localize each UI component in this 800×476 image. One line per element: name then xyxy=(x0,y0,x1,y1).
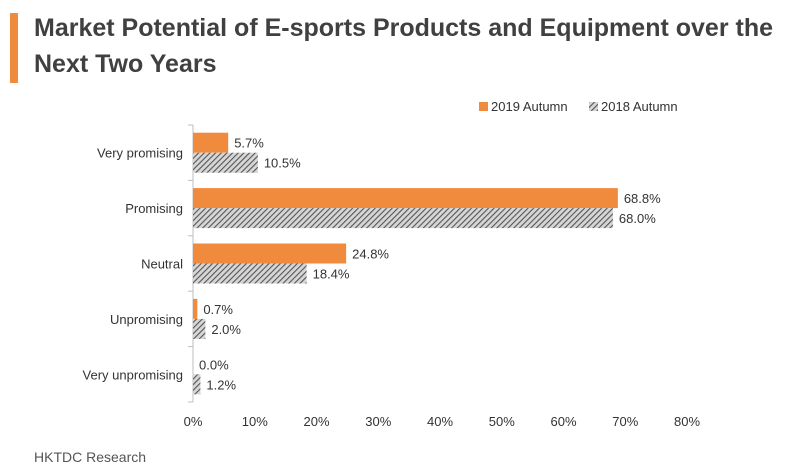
data-label: 24.8% xyxy=(352,247,389,262)
legend-label: 2019 Autumn xyxy=(491,99,568,114)
legend-swatch xyxy=(479,102,488,111)
chart-title: Market Potential of E-sports Products an… xyxy=(34,14,773,78)
x-tick-label: 0% xyxy=(184,414,203,429)
category-label: Promising xyxy=(125,201,183,216)
x-tick-label: 10% xyxy=(242,414,268,429)
bar-series-1 xyxy=(193,298,198,319)
data-label: 0.7% xyxy=(203,302,233,317)
bar-series-2 xyxy=(193,318,206,339)
x-tick-label: 70% xyxy=(612,414,638,429)
bar-series-1 xyxy=(193,132,229,153)
data-label: 5.7% xyxy=(234,136,264,151)
category-label: Very promising xyxy=(97,146,183,161)
x-tick-label: 40% xyxy=(427,414,453,429)
title-accent-bar xyxy=(10,13,18,83)
legend-label: 2018 Autumn xyxy=(601,99,678,114)
legend-swatch xyxy=(589,102,598,111)
bar-series-1 xyxy=(193,243,347,264)
data-label: 0.0% xyxy=(199,357,229,372)
x-tick-label: 80% xyxy=(674,414,700,429)
category-label: Very unpromising xyxy=(83,367,183,382)
data-label: 1.2% xyxy=(206,377,236,392)
bar-series-2 xyxy=(193,208,613,229)
bar-series-2 xyxy=(193,152,258,173)
plot-area: Very promising 5.7%10.5% Promising 68.8% 68.… xyxy=(83,124,700,429)
x-tick-label: 20% xyxy=(303,414,329,429)
bar-series-2 xyxy=(193,263,307,284)
data-label: 2.0% xyxy=(211,322,241,337)
x-tick-label: 30% xyxy=(365,414,391,429)
data-label: 68.8% xyxy=(624,191,661,206)
x-tick-label: 60% xyxy=(550,414,576,429)
data-label: 68.0% xyxy=(619,211,656,226)
data-label: 10.5% xyxy=(264,156,301,171)
bar-series-1 xyxy=(193,188,618,209)
x-tick-label: 50% xyxy=(489,414,515,429)
category-label: Neutral xyxy=(141,257,183,272)
legend: 2019 Autumn 2018 Autumn xyxy=(479,99,678,114)
bar-series-2 xyxy=(193,374,201,395)
source-note: HKTDC Research xyxy=(34,449,147,465)
category-label: Unpromising xyxy=(110,312,183,327)
data-label: 18.4% xyxy=(313,267,350,282)
